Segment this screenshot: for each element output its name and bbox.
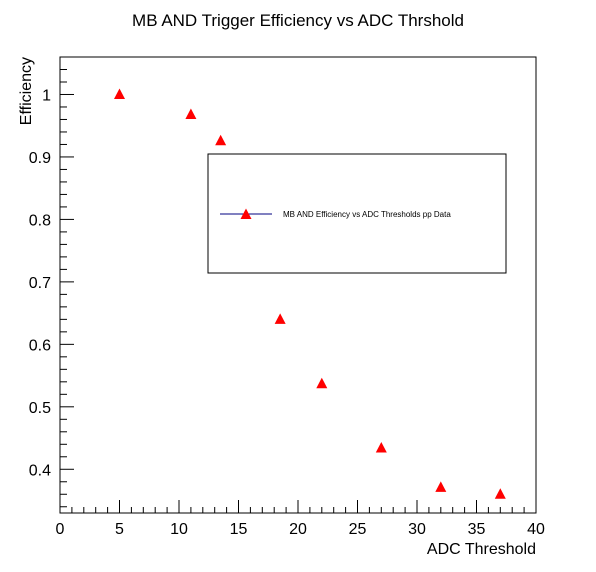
x-axis-ticks [59,500,537,513]
x-tick-label: 40 [527,521,545,538]
y-tick-label: 0.6 [29,337,51,354]
plot-frame [59,56,537,514]
x-tick-label: 5 [115,521,124,538]
y-axis-label: Efficiency [18,57,35,125]
x-tick-label: 20 [289,521,307,538]
data-points [114,88,506,499]
data-point [274,313,286,324]
data-point [185,108,197,119]
data-point [435,481,447,492]
x-tick-label: 30 [408,521,426,538]
x-tick-label: 35 [468,521,486,538]
y-tick-label: 0.7 [29,275,51,292]
y-tick-label: 1 [42,87,51,104]
x-tick-label: 25 [349,521,367,538]
x-axis-tick-labels: 0 5 10 15 20 25 30 35 40 [56,521,545,538]
x-tick-label: 15 [230,521,248,538]
y-axis-tick-labels: 0.4 0.5 0.6 0.7 0.8 0.9 1 [29,87,51,479]
chart-title: MB AND Trigger Efficiency vs ADC Thrshol… [132,11,464,30]
legend-marker-swatch [240,208,252,219]
y-axis-ticks [60,56,74,508]
x-axis-label: ADC Threshold [427,541,536,558]
x-tick-label: 10 [170,521,188,538]
data-point [375,442,387,453]
y-tick-label: 0.8 [29,212,51,229]
y-tick-label: 0.4 [29,462,51,479]
data-point [114,88,125,99]
data-point [494,488,506,499]
y-tick-label: 0.9 [29,150,51,167]
data-point [215,134,227,146]
legend: MB AND Efficiency vs ADC Thresholds pp D… [207,153,507,274]
data-point [316,377,328,389]
legend-entry-label: MB AND Efficiency vs ADC Thresholds pp D… [283,210,451,219]
y-tick-label: 0.5 [29,400,51,417]
x-tick-label: 0 [56,521,65,538]
